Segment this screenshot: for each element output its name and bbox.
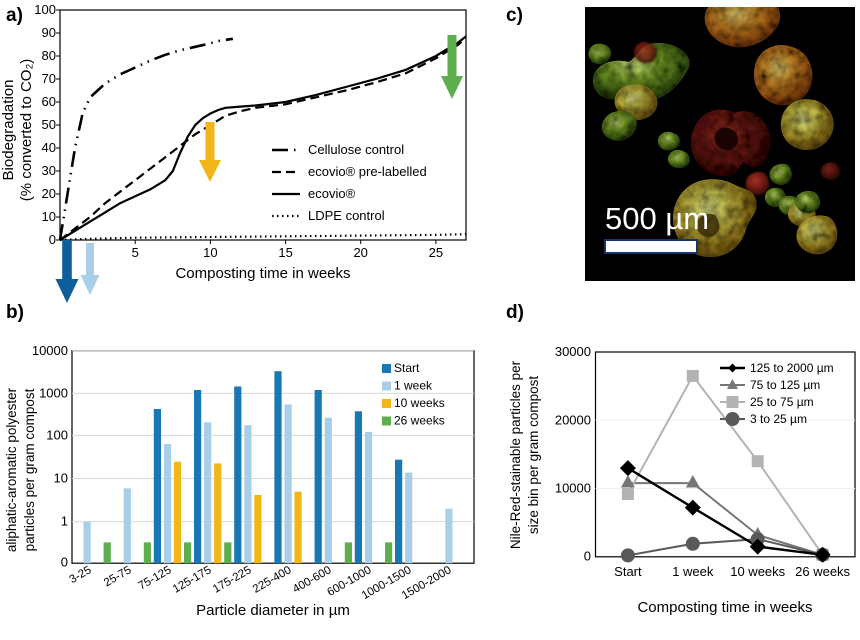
svg-text:3 to 25 µm: 3 to 25 µm bbox=[750, 412, 807, 426]
svg-text:ecovio® pre-labelled: ecovio® pre-labelled bbox=[308, 164, 427, 179]
svg-text:26 weeks: 26 weeks bbox=[795, 564, 850, 579]
svg-text:Nile-Red-stainable particles p: Nile-Red-stainable particles per bbox=[508, 360, 523, 549]
svg-text:10: 10 bbox=[42, 209, 56, 224]
svg-text:80: 80 bbox=[42, 48, 56, 63]
svg-text:10 weeks: 10 weeks bbox=[394, 396, 445, 410]
svg-text:500 µm: 500 µm bbox=[605, 201, 709, 236]
svg-text:1 week: 1 week bbox=[394, 379, 433, 393]
svg-text:25-75: 25-75 bbox=[102, 564, 133, 589]
svg-text:125-175: 125-175 bbox=[171, 564, 214, 596]
svg-text:0: 0 bbox=[584, 549, 591, 564]
svg-text:225-400: 225-400 bbox=[251, 564, 294, 596]
svg-text:20000: 20000 bbox=[555, 413, 591, 428]
svg-text:25 to 75 µm: 25 to 75 µm bbox=[750, 395, 814, 409]
svg-text:Particle diameter in µm: Particle diameter in µm bbox=[196, 602, 350, 619]
svg-text:26 weeks: 26 weeks bbox=[394, 414, 445, 428]
svg-text:LDPE control: LDPE control bbox=[308, 208, 385, 223]
svg-text:75 to 125 µm: 75 to 125 µm bbox=[750, 378, 820, 392]
svg-text:30: 30 bbox=[42, 163, 56, 178]
svg-text:1000: 1000 bbox=[39, 386, 68, 401]
svg-text:125 to 2000 µm: 125 to 2000 µm bbox=[750, 361, 834, 375]
svg-text:1: 1 bbox=[61, 514, 68, 529]
svg-text:1 week: 1 week bbox=[672, 564, 714, 579]
svg-text:175-225: 175-225 bbox=[211, 564, 254, 596]
svg-text:50: 50 bbox=[42, 117, 56, 132]
svg-text:aliphatic-aromatic polyester: aliphatic-aromatic polyester bbox=[4, 387, 19, 552]
svg-text:3-25: 3-25 bbox=[68, 564, 94, 586]
svg-text:Start: Start bbox=[614, 564, 642, 579]
svg-text:Start: Start bbox=[394, 361, 420, 375]
svg-text:Cellulose control: Cellulose control bbox=[308, 142, 404, 157]
svg-text:75-125: 75-125 bbox=[136, 564, 173, 592]
svg-text:10000: 10000 bbox=[555, 481, 591, 496]
svg-text:40: 40 bbox=[42, 140, 56, 155]
svg-text:70: 70 bbox=[42, 71, 56, 86]
svg-text:60: 60 bbox=[42, 94, 56, 109]
svg-text:100: 100 bbox=[46, 428, 68, 443]
svg-text:size bin per gram compost: size bin per gram compost bbox=[526, 376, 541, 535]
svg-text:90: 90 bbox=[42, 25, 56, 40]
svg-text:10: 10 bbox=[54, 471, 68, 486]
svg-text:20: 20 bbox=[42, 186, 56, 201]
svg-text:Composting time in weeks: Composting time in weeks bbox=[637, 599, 812, 616]
svg-text:0: 0 bbox=[61, 555, 68, 570]
svg-text:30000: 30000 bbox=[555, 344, 591, 359]
svg-text:100: 100 bbox=[34, 2, 56, 17]
svg-text:(% converted to CO₂): (% converted to CO₂) bbox=[18, 59, 35, 202]
svg-text:ecovio®: ecovio® bbox=[308, 186, 356, 201]
svg-text:particles per gram compost: particles per gram compost bbox=[22, 388, 37, 551]
svg-text:Biodegradation: Biodegradation bbox=[0, 80, 17, 181]
svg-text:10 weeks: 10 weeks bbox=[730, 564, 785, 579]
svg-text:10000: 10000 bbox=[32, 343, 68, 358]
